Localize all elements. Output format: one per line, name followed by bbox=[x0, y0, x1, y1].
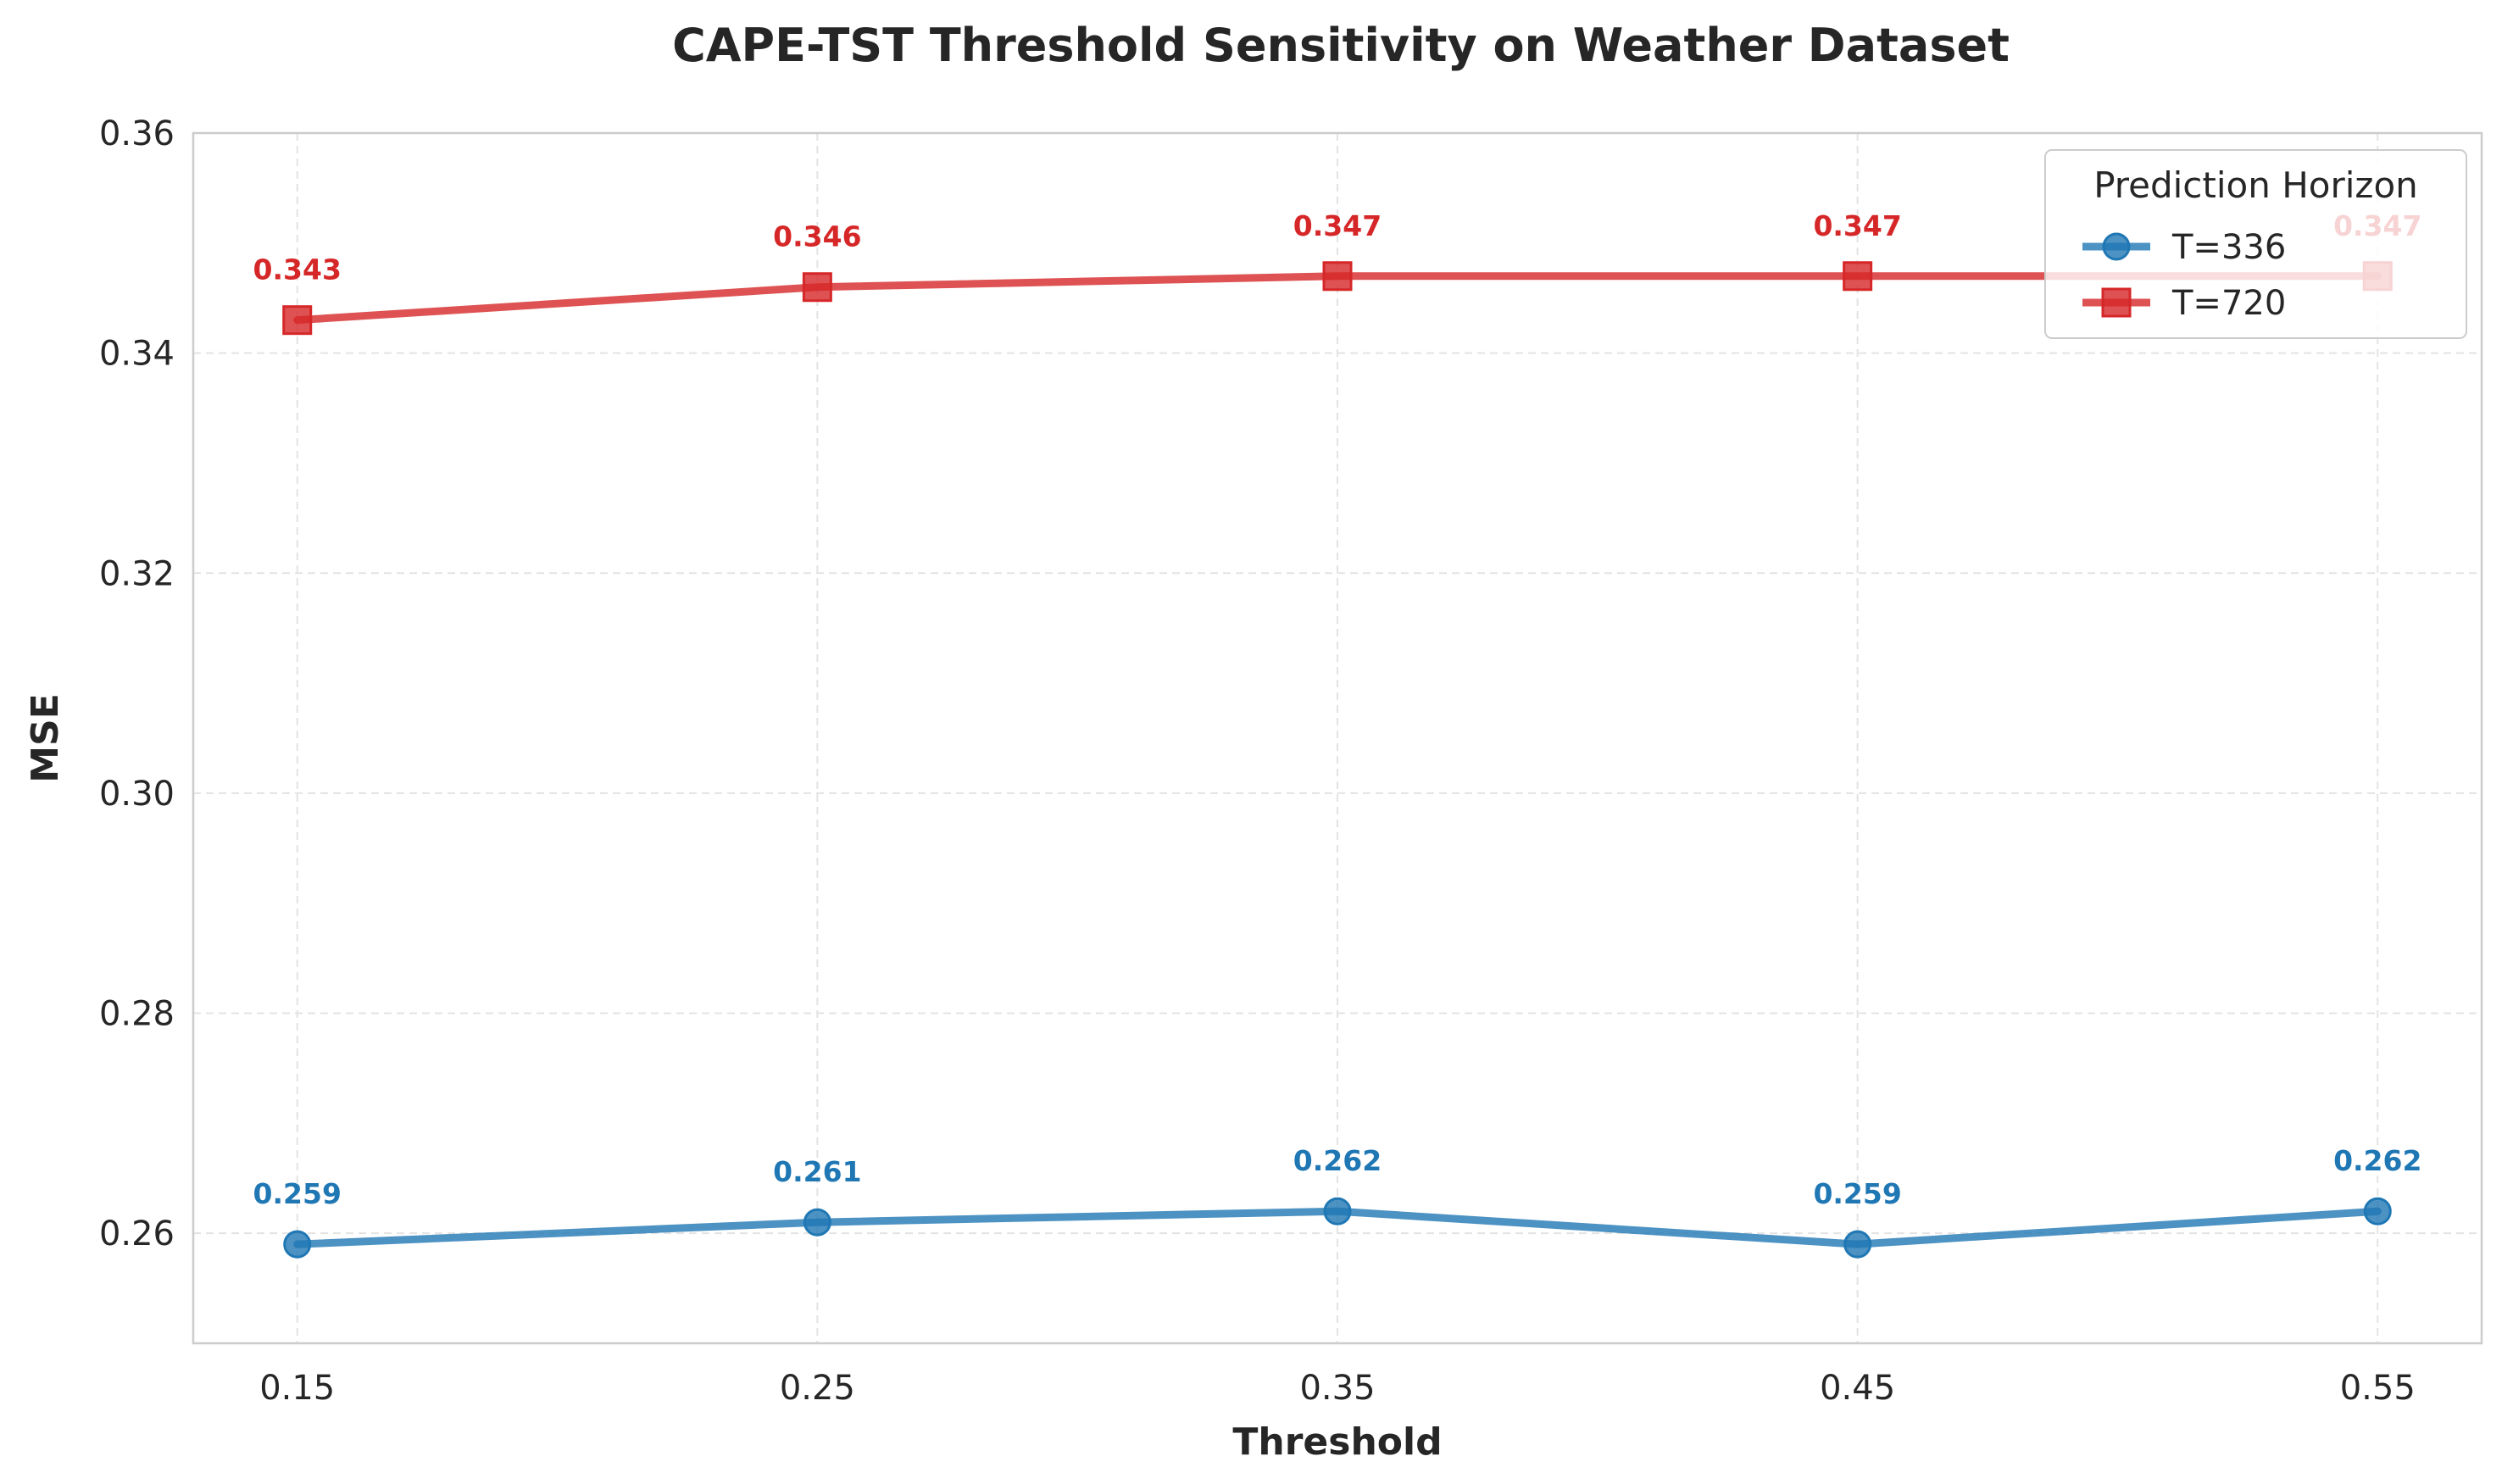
legend-label: T=336 bbox=[2171, 228, 2286, 267]
data-point-marker bbox=[803, 1208, 831, 1237]
series: 0.259 0.261 0.262 0.259 0.262 0.343 0.346 0.347… bbox=[253, 209, 2421, 1259]
data-label: 0.343 bbox=[253, 253, 342, 286]
legend: Prediction Horizon T=336 T=720 bbox=[2044, 149, 2467, 339]
legend-swatch-marker bbox=[2101, 287, 2132, 318]
x-tick-label: 0.55 bbox=[2340, 1369, 2416, 1408]
data-label: 0.259 bbox=[253, 1177, 342, 1210]
legend-item-0: T=336 bbox=[2082, 228, 2286, 267]
data-label: 0.261 bbox=[773, 1155, 861, 1188]
legend-box bbox=[2044, 149, 2467, 339]
legend-swatch-marker bbox=[2102, 232, 2131, 261]
data-label: 0.347 bbox=[1293, 209, 1382, 242]
data-point-marker bbox=[283, 1230, 312, 1259]
data-point-marker bbox=[1322, 261, 1353, 292]
data-point-marker bbox=[802, 272, 832, 303]
legend-item-1: T=720 bbox=[2082, 284, 2286, 323]
x-tick-label: 0.35 bbox=[1299, 1369, 1375, 1408]
legend-title: Prediction Horizon bbox=[2093, 164, 2418, 206]
x-tick-label: 0.45 bbox=[1820, 1369, 1895, 1408]
data-point-marker bbox=[1323, 1197, 1352, 1226]
data-label: 0.347 bbox=[1813, 209, 1901, 242]
series-0: 0.259 0.261 0.262 0.259 0.262 bbox=[253, 1144, 2421, 1259]
data-point-marker bbox=[282, 305, 313, 336]
data-label: 0.262 bbox=[1293, 1144, 1382, 1177]
data-point-marker bbox=[1843, 261, 1873, 292]
x-axis-title: Threshold bbox=[1232, 1420, 1442, 1464]
y-tick-label: 0.30 bbox=[99, 775, 175, 814]
grid bbox=[193, 132, 2482, 1343]
data-point-marker bbox=[1843, 1230, 1872, 1259]
y-axis-title: MSE bbox=[24, 693, 67, 783]
y-tick-label: 0.28 bbox=[99, 995, 175, 1034]
data-point-marker bbox=[2363, 1197, 2392, 1226]
tick-labels: 0.15 0.25 0.35 0.45 0.55 0.26 0.28 0.30 0.32 0.34… bbox=[99, 114, 2416, 1408]
data-label: 0.346 bbox=[773, 220, 861, 253]
chart-title: CAPE-TST Threshold Sensitivity on Weathe… bbox=[672, 19, 2010, 72]
y-tick-label: 0.34 bbox=[99, 335, 175, 374]
y-tick-label: 0.36 bbox=[99, 114, 175, 153]
y-tick-label: 0.32 bbox=[99, 554, 175, 593]
data-label: 0.259 bbox=[1813, 1177, 1901, 1210]
x-tick-label: 0.15 bbox=[259, 1369, 335, 1408]
plot-frame bbox=[192, 131, 2483, 1345]
data-label: 0.262 bbox=[2333, 1144, 2421, 1177]
x-tick-label: 0.25 bbox=[780, 1369, 855, 1408]
y-tick-label: 0.26 bbox=[99, 1214, 175, 1253]
legend-label: T=720 bbox=[2171, 284, 2286, 323]
